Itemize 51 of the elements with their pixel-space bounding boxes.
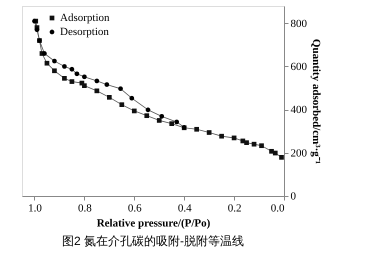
point bbox=[252, 142, 256, 147]
point bbox=[119, 102, 124, 108]
y-tick-label: 200 bbox=[290, 147, 308, 160]
point bbox=[169, 121, 174, 126]
point bbox=[279, 155, 284, 160]
point bbox=[80, 80, 84, 86]
point bbox=[232, 136, 236, 140]
y-tick-label: 400 bbox=[290, 104, 308, 116]
y-tick-label: 600 bbox=[290, 60, 308, 73]
point bbox=[132, 108, 137, 114]
point bbox=[159, 114, 164, 119]
x-axis-title: Relative pressure/(P/Po) bbox=[96, 218, 211, 230]
point bbox=[144, 113, 150, 118]
y-tick-label: 0 bbox=[290, 190, 296, 202]
point bbox=[240, 138, 246, 144]
x-tick-label: 0.2 bbox=[228, 202, 242, 214]
point bbox=[94, 88, 100, 94]
x-tick-label: 1.0 bbox=[28, 202, 42, 214]
point bbox=[269, 148, 274, 154]
y-axis-title: Quantity adsorbed/cm³·g⁻¹ bbox=[310, 38, 322, 164]
point bbox=[52, 68, 57, 74]
point bbox=[42, 51, 47, 56]
point bbox=[70, 66, 74, 72]
x-tick-label: 0.4 bbox=[178, 202, 192, 214]
point bbox=[118, 86, 123, 92]
point bbox=[206, 130, 212, 135]
point bbox=[82, 74, 87, 80]
point bbox=[52, 58, 57, 64]
legend-label: Desorption bbox=[60, 26, 110, 38]
point bbox=[74, 71, 80, 76]
point bbox=[129, 96, 134, 101]
point bbox=[70, 79, 74, 84]
point bbox=[194, 126, 200, 132]
y-tick-label: 800 bbox=[290, 18, 308, 30]
text: 图2 氮在介孔碳的吸附-脱附等温线 bbox=[62, 234, 244, 248]
point bbox=[259, 143, 264, 148]
legend-label: Adsorption bbox=[60, 12, 110, 24]
point bbox=[174, 120, 180, 124]
point bbox=[146, 108, 150, 112]
point bbox=[104, 82, 110, 87]
x-tick-label: 0.0 bbox=[270, 202, 285, 214]
x-tick-label: 0.8 bbox=[78, 202, 92, 214]
point bbox=[219, 134, 224, 139]
point bbox=[44, 60, 50, 66]
point bbox=[62, 64, 67, 69]
point bbox=[156, 118, 162, 123]
point bbox=[106, 94, 112, 100]
x-tick-label: 0.6 bbox=[128, 202, 142, 214]
point bbox=[62, 76, 67, 81]
point bbox=[34, 27, 40, 32]
point bbox=[94, 78, 100, 84]
